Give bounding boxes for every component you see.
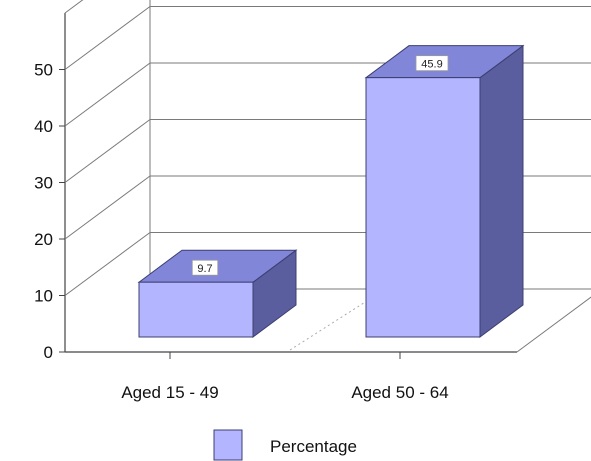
data-label: 45.9 <box>421 59 442 71</box>
data-label: 9.7 <box>197 263 212 275</box>
bar-front-face <box>365 77 481 338</box>
data-label-box <box>191 259 219 276</box>
bar-2: 45.9 <box>364 44 525 338</box>
gridline-diagonal <box>64 62 151 127</box>
category-label: Aged 15 - 49 <box>121 383 218 402</box>
bars: 9.7 45.9 <box>137 44 525 338</box>
gridline-diagonal <box>64 232 151 296</box>
floor-right-edge <box>516 296 591 353</box>
axes <box>59 69 401 359</box>
y-tick-label: 0 <box>44 343 53 362</box>
y-tick-label: 30 <box>34 174 53 193</box>
y-tick-label: 20 <box>34 230 53 249</box>
y-tick-label: 10 <box>34 287 53 306</box>
legend: Percentage <box>213 429 357 461</box>
data-label-box <box>415 55 449 72</box>
bar-side-face <box>479 44 524 338</box>
gridline-diagonal <box>64 119 151 183</box>
legend-label: Percentage <box>270 437 357 456</box>
left-wall-top-edge <box>64 0 84 14</box>
bar-1: 9.7 <box>137 249 298 338</box>
y-tick-label: 50 <box>34 61 53 80</box>
legend-swatch <box>213 429 243 461</box>
y-axis-ticks: 0 10 20 30 40 50 <box>34 61 53 363</box>
floor-dotted-line <box>289 298 371 351</box>
bar-front-face <box>138 281 254 338</box>
x-axis-categories: Aged 15 - 49 Aged 50 - 64 <box>121 383 448 402</box>
category-label: Aged 50 - 64 <box>351 383 448 402</box>
gridline-diagonal <box>64 175 151 240</box>
y-tick-label: 40 <box>34 117 53 136</box>
gridline-diagonal <box>64 6 151 70</box>
